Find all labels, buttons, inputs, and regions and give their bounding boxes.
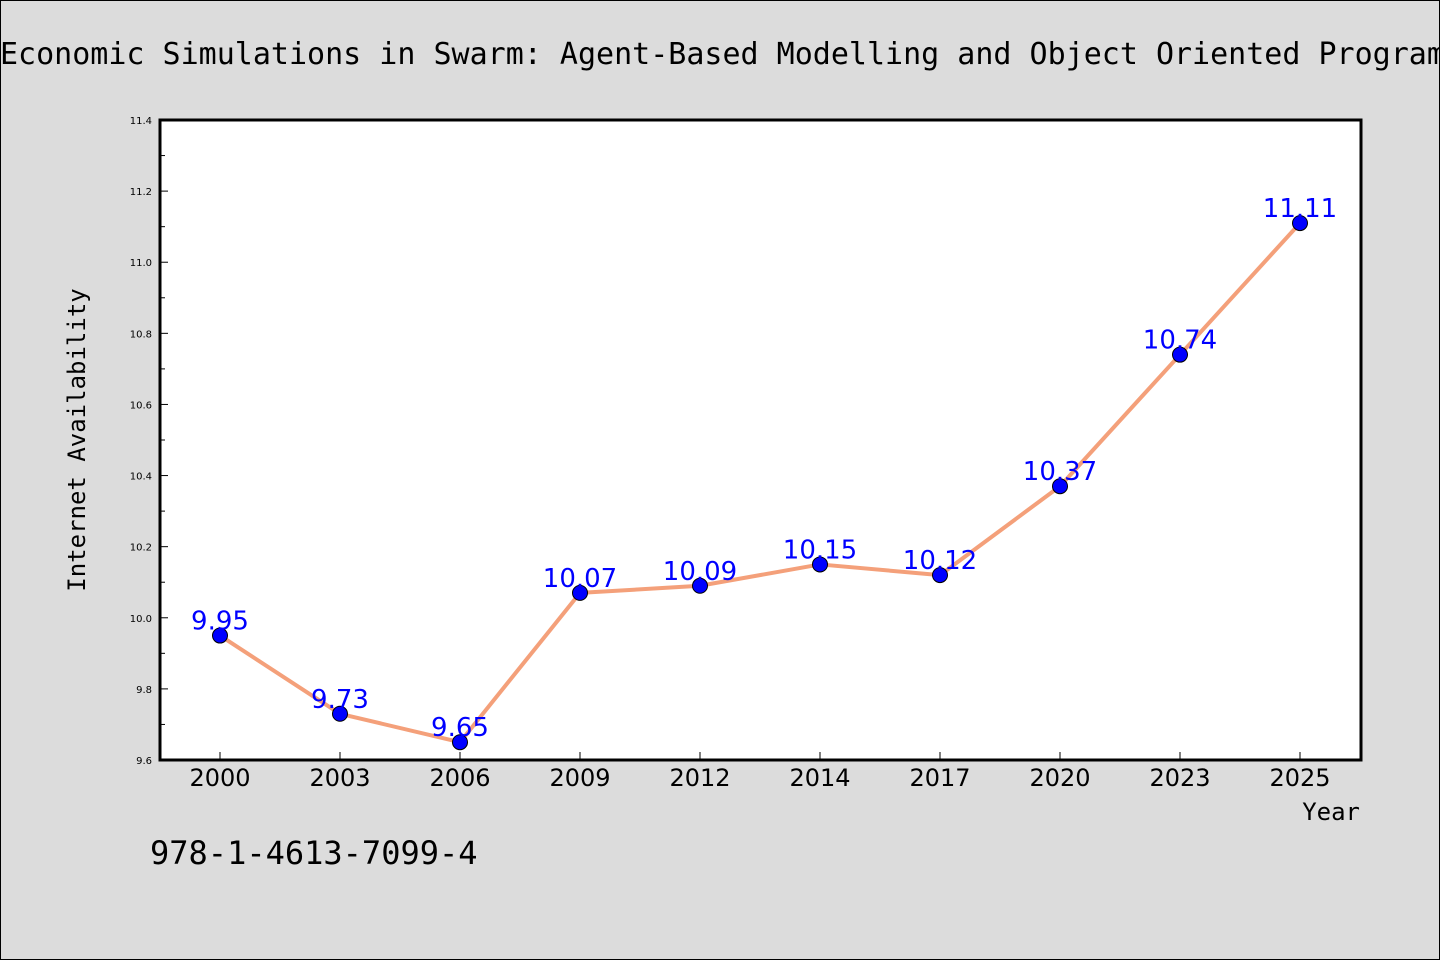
- y-tick-label: 11.4: [130, 116, 152, 127]
- y-tick-label: 9.6: [136, 756, 152, 767]
- series-line-group: [218, 221, 1302, 745]
- x-tick-label: 2023: [1149, 764, 1210, 792]
- chart-title: Economic Simulations in Swarm: Agent-Bas…: [0, 37, 1440, 72]
- x-axis-label: Year: [1302, 798, 1360, 826]
- data-point: [1172, 346, 1188, 363]
- y-tick-label: 10.2: [130, 543, 152, 554]
- x-tick-label: 2003: [309, 764, 370, 792]
- plot-area: [158, 118, 1363, 762]
- y-tick-label: 9.8: [136, 685, 152, 696]
- y-tick-label: 10.4: [130, 472, 152, 483]
- data-point: [572, 584, 588, 601]
- y-tick-label: 10.0: [130, 614, 152, 625]
- data-point: [812, 556, 828, 573]
- x-tick-label: 2014: [789, 764, 850, 792]
- x-tick-label: 2017: [909, 764, 970, 792]
- data-point: [1292, 215, 1308, 232]
- y-tick-label: 11.0: [130, 258, 152, 269]
- data-point: [452, 734, 468, 751]
- x-tick-label: 2025: [1269, 764, 1330, 792]
- data-label: 10.37: [1023, 457, 1097, 487]
- data-point: [692, 577, 708, 594]
- data-point: [212, 627, 228, 644]
- data-label: 10.12: [903, 546, 977, 576]
- data-label: 9.73: [311, 685, 369, 715]
- series-line: [218, 221, 1302, 745]
- data-point: [932, 567, 948, 584]
- data-label: 10.07: [543, 564, 617, 594]
- isbn-text: 978-1-4613-7099-4: [150, 834, 478, 872]
- y-tick-label: 11.2: [130, 187, 152, 198]
- markers-group: [212, 215, 1308, 751]
- data-label: 9.95: [191, 607, 249, 637]
- data-point: [1052, 478, 1068, 495]
- data-point: [332, 705, 348, 722]
- x-tick-label: 2012: [669, 764, 730, 792]
- y-tick-label: 10.8: [130, 329, 152, 340]
- x-axis: 2000 2003 2006 2009 2012 2014 2017 2020 2023 2025: [189, 752, 1331, 792]
- data-label: 10.15: [783, 535, 857, 565]
- x-tick-label: 2000: [189, 764, 250, 792]
- data-labels-group: 9.95 9.73 9.65 10.07 10.09 10.15 10.12 10.37 10.…: [191, 194, 1337, 743]
- x-tick-label: 2020: [1029, 764, 1090, 792]
- data-label: 10.09: [663, 557, 737, 587]
- data-label: 10.74: [1143, 326, 1217, 356]
- y-tick-label: 10.6: [130, 400, 152, 411]
- data-label: 11.11: [1263, 194, 1337, 224]
- y-axis: 9.6 9.8 10.0 10.2 10.4 10.6 10.8 11.0 11.2 11.4: [130, 116, 168, 767]
- data-label: 9.65: [431, 713, 489, 743]
- y-axis-label: Internet Availability: [63, 288, 91, 591]
- x-tick-label: 2006: [429, 764, 490, 792]
- x-tick-label: 2009: [549, 764, 610, 792]
